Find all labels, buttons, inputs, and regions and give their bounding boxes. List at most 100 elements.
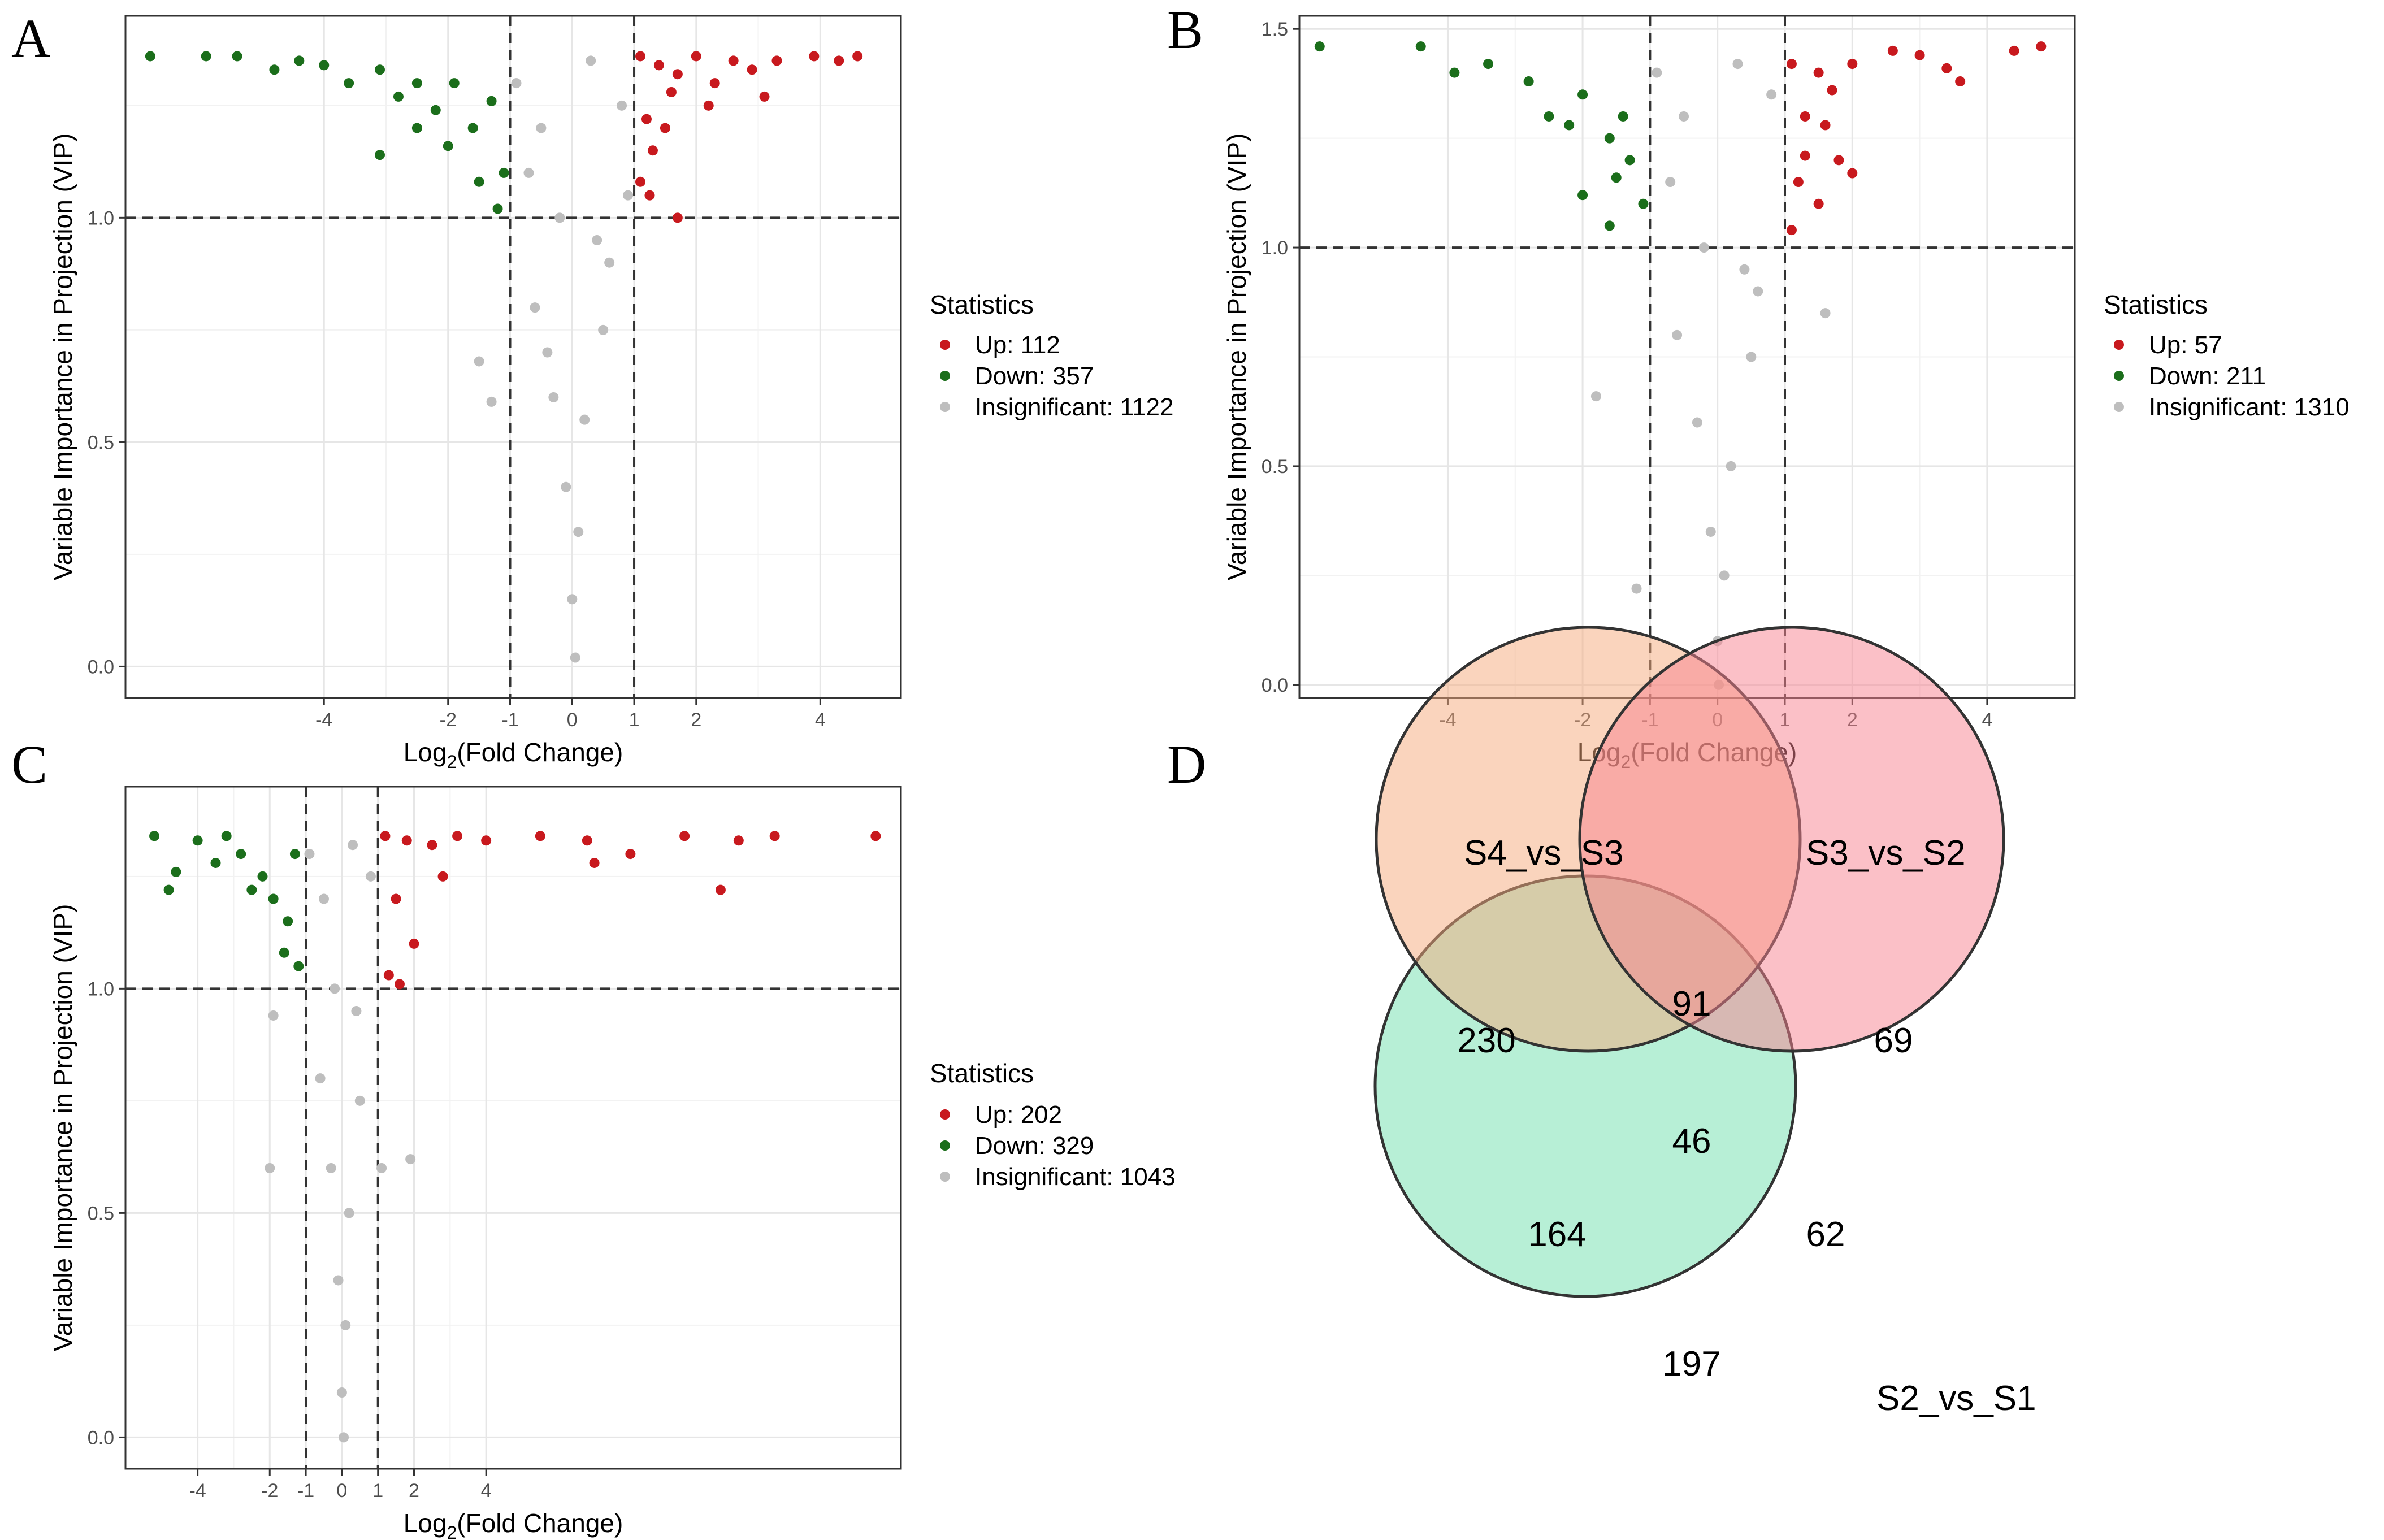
legend-b: Statistics Up: 57 Down: 211 Insignifican…: [2104, 290, 2350, 421]
point-insignificant-a: [586, 55, 596, 66]
point-up-c: [535, 831, 545, 841]
point-insignificant-a: [530, 302, 540, 313]
point-up-a: [660, 123, 670, 133]
point-insignificant-c: [318, 893, 329, 904]
point-up-b: [1813, 198, 1824, 209]
x-tick-label-c: 1: [372, 1480, 383, 1502]
point-insignificant-a: [548, 392, 559, 402]
point-up-a: [852, 51, 863, 62]
venn-label-s2-vs-s1: S2_vs_S1: [1876, 1379, 2036, 1418]
plot-frame-c: [124, 786, 902, 1470]
point-insignificant-a: [523, 167, 534, 178]
venn-label-s3-vs-s2: S3_vs_S2: [1806, 834, 1966, 873]
panel-letter-c: C: [11, 734, 47, 795]
point-down-a: [269, 64, 280, 75]
point-insignificant-c: [336, 1387, 347, 1398]
point-down-a: [393, 91, 404, 102]
point-down-b: [1523, 76, 1534, 87]
point-insignificant-b: [1753, 286, 1763, 297]
legend-key-insig-b: [2114, 402, 2124, 412]
point-down-c: [293, 961, 304, 971]
legend-insig-c: Insignificant: 1043: [975, 1163, 1176, 1191]
legend-key-up-a: [940, 340, 950, 350]
point-down-a: [145, 51, 155, 62]
point-up-c: [582, 835, 592, 846]
point-down-a: [375, 150, 385, 160]
point-insignificant-c: [304, 849, 315, 860]
point-insignificant-b: [1820, 308, 1831, 319]
point-up-b: [1813, 67, 1824, 78]
legend-key-down-b: [2114, 371, 2124, 381]
point-insignificant-c: [344, 1208, 354, 1218]
point-insignificant-a: [579, 414, 590, 425]
point-down-a: [201, 51, 211, 62]
legend-c: Statistics Up: 202 Down: 329 Insignifica…: [930, 1059, 1176, 1191]
point-up-a: [672, 69, 683, 80]
point-down-a: [467, 123, 478, 133]
x-tick-label-c: 2: [409, 1480, 419, 1502]
x-axis-title-a: Log2(Fold Change): [404, 738, 623, 772]
point-up-c: [679, 831, 690, 841]
point-up-a: [666, 86, 677, 97]
point-insignificant-a: [474, 356, 484, 367]
point-down-c: [268, 893, 279, 904]
point-insignificant-c: [340, 1320, 351, 1330]
y-tick-label-b: 1.0: [1262, 237, 1288, 259]
point-insignificant-b: [1719, 570, 1730, 581]
volcano-panel-a: A -4 -2 -1 0 1 2 4 0.0 0.5 1.0 Log2(Fold Change) Va…: [11, 8, 1173, 772]
point-down-c: [246, 884, 257, 895]
point-up-a: [759, 91, 770, 102]
x-tick-label-a: -4: [315, 709, 332, 731]
venn-count-s3-s2s1: 62: [1806, 1215, 1845, 1254]
y-tick-label-a: 0.5: [88, 432, 114, 453]
point-down-a: [430, 105, 441, 115]
point-up-a: [771, 55, 782, 66]
point-up-b: [1800, 150, 1810, 161]
point-down-b: [1577, 89, 1588, 100]
point-insignificant-c: [326, 1162, 336, 1173]
legend-key-insig-c: [940, 1172, 950, 1182]
point-up-b: [1786, 225, 1797, 236]
point-up-a: [653, 60, 664, 71]
point-up-b: [1793, 177, 1804, 188]
venn-count-only-s2-vs-s1: 197: [1662, 1344, 1720, 1383]
point-insignificant-b: [1726, 461, 1736, 471]
x-tick-label-a: 1: [629, 709, 640, 731]
point-up-c: [870, 831, 881, 841]
point-up-a: [635, 176, 646, 187]
legend-up-c: Up: 202: [975, 1101, 1062, 1129]
point-up-b: [1786, 59, 1797, 70]
point-down-b: [1577, 190, 1588, 201]
panel-letter-a: A: [11, 8, 50, 68]
point-down-b: [1618, 111, 1628, 122]
point-up-c: [481, 835, 492, 846]
point-insignificant-a: [567, 594, 578, 605]
point-down-b: [1415, 41, 1426, 52]
point-insignificant-a: [511, 78, 522, 89]
legend-key-down-a: [940, 371, 950, 381]
y-axis-title-c: Variable Importance in Projection (VIP): [48, 904, 77, 1352]
point-down-b: [1624, 155, 1635, 166]
point-up-b: [1887, 45, 1898, 56]
point-up-a: [834, 55, 844, 66]
point-up-c: [769, 831, 780, 841]
point-insignificant-a: [570, 652, 580, 663]
point-insignificant-c: [376, 1162, 387, 1173]
point-down-b: [1483, 59, 1494, 70]
point-down-b: [1604, 133, 1615, 144]
x-tick-label-c: -2: [261, 1480, 278, 1502]
volcano-panel-c: C -4 -2 -1 0 1 2 4 0.0 0.5 1.0 Log2(Fold Change) Va…: [11, 734, 1176, 1540]
point-up-b: [1820, 120, 1831, 131]
legend-key-insig-a: [940, 402, 950, 412]
legend-up-a: Up: 112: [975, 331, 1060, 359]
point-down-b: [1449, 67, 1460, 78]
point-down-c: [283, 916, 293, 927]
point-insignificant-b: [1705, 526, 1716, 537]
x-tick-label-a: 4: [815, 709, 826, 731]
point-up-a: [809, 51, 820, 62]
y-tick-label-c: 1.0: [88, 978, 114, 1000]
panel-letter-d: D: [1167, 734, 1206, 795]
point-insignificant-b: [1672, 329, 1683, 340]
x-tick-label-c: -4: [189, 1480, 206, 1502]
point-insignificant-a: [592, 235, 602, 246]
